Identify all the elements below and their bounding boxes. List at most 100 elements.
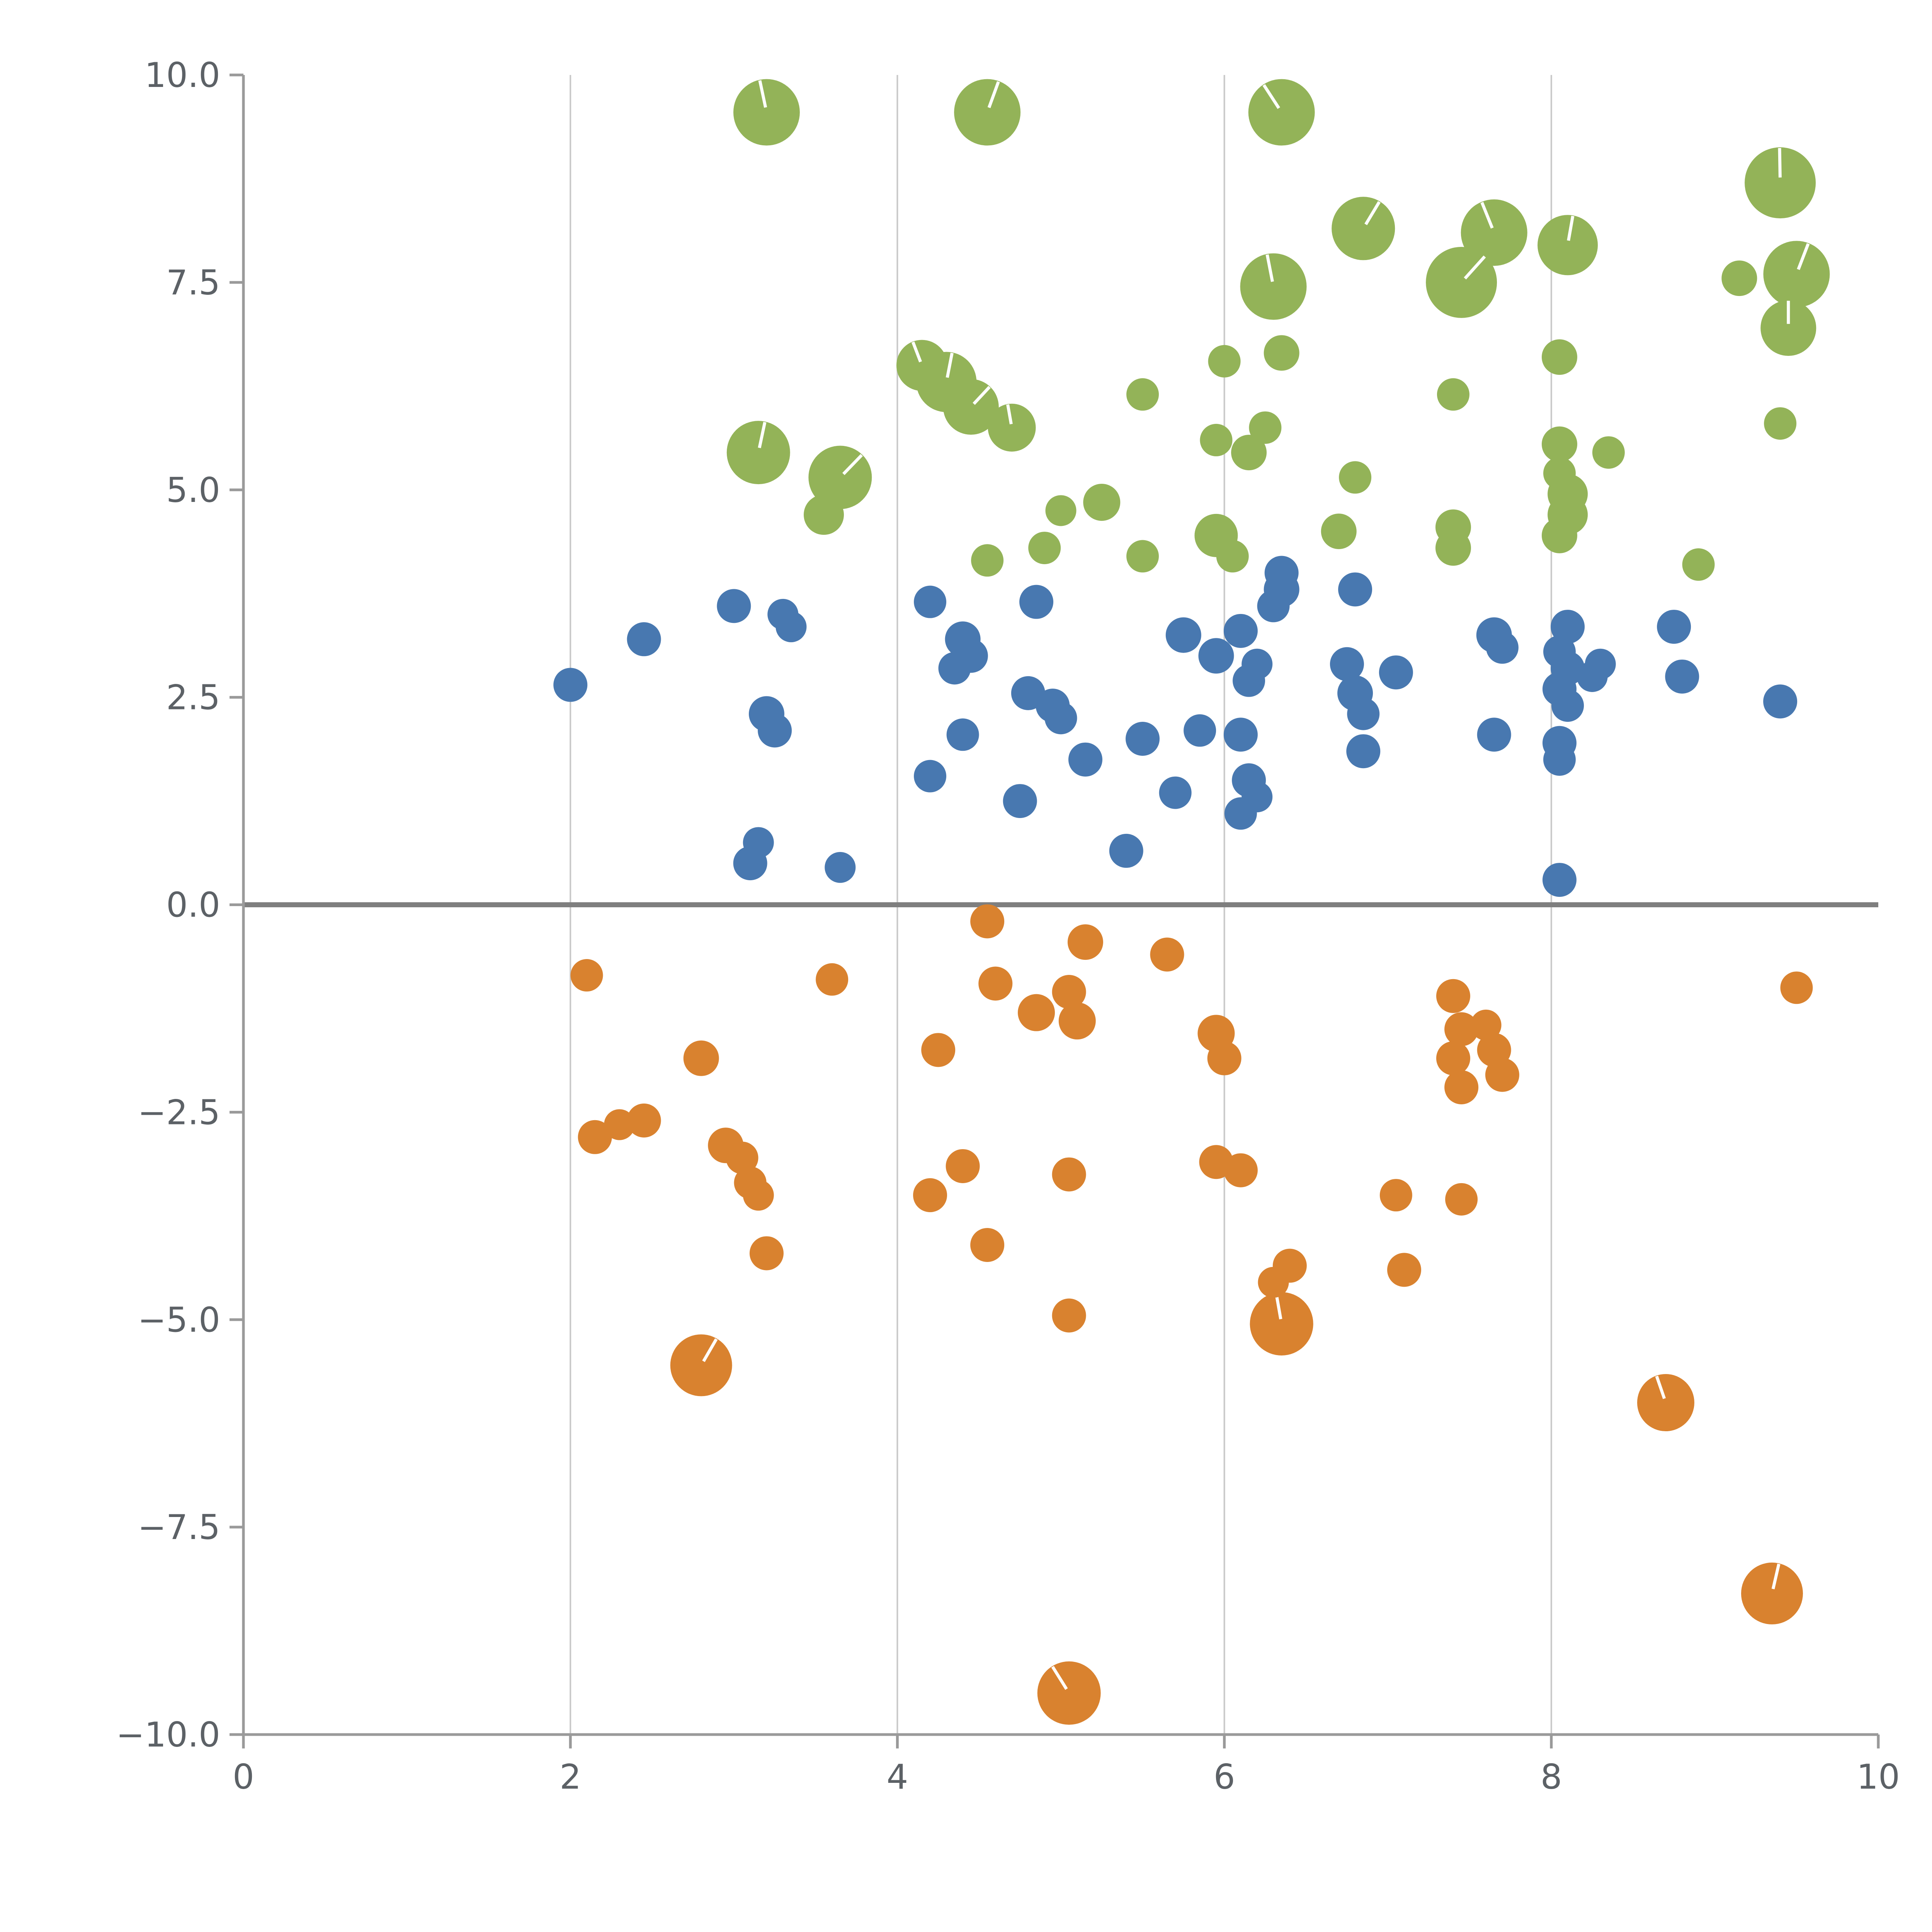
- data-point-blue: [1165, 617, 1201, 653]
- bubble-notch: [1655, 1376, 1666, 1399]
- data-point-orange: [1637, 1374, 1694, 1431]
- data-point-orange: [743, 1180, 774, 1211]
- data-point-orange: [1379, 1179, 1412, 1212]
- data-point-blue: [1551, 689, 1584, 722]
- data-point-orange: [970, 1228, 1005, 1262]
- data-point-blue: [1126, 722, 1160, 756]
- y-tick-label: −2.5: [138, 1092, 220, 1132]
- data-point-orange: [670, 1334, 732, 1396]
- data-point-blue: [1019, 585, 1054, 619]
- data-point-green: [1461, 199, 1527, 266]
- data-point-green: [1231, 435, 1267, 471]
- data-point-green: [1321, 514, 1357, 549]
- bubble-notch: [1364, 201, 1381, 225]
- data-point-blue: [1223, 718, 1258, 752]
- data-point-blue: [717, 589, 751, 623]
- data-point-blue: [553, 668, 588, 702]
- data-point-orange: [1387, 1253, 1422, 1287]
- data-point-orange: [1037, 1661, 1101, 1725]
- y-tick-label: 5.0: [166, 470, 220, 510]
- data-point-blue: [1477, 718, 1511, 752]
- data-point-green: [1437, 378, 1469, 411]
- data-point-orange: [1258, 1267, 1289, 1298]
- data-point-green: [1763, 241, 1830, 308]
- data-point-orange: [1052, 1298, 1086, 1333]
- data-point-blue: [1577, 661, 1608, 692]
- data-point-orange: [1067, 924, 1103, 960]
- y-tick-label: −10.0: [116, 1715, 220, 1755]
- data-point-blue: [1665, 659, 1699, 694]
- data-point-blue: [1223, 614, 1258, 648]
- bubble-notch: [702, 1338, 718, 1362]
- data-point-blue: [938, 652, 971, 685]
- data-point-orange: [1741, 1562, 1803, 1624]
- data-point-blue: [1763, 684, 1798, 719]
- data-point-green: [1216, 540, 1249, 573]
- data-point-blue: [733, 846, 767, 881]
- bubble-notch: [758, 422, 767, 448]
- data-point-orange: [1223, 1153, 1258, 1187]
- bubble-notch: [946, 352, 954, 378]
- data-point-green: [733, 79, 800, 146]
- data-point-green: [1249, 411, 1282, 444]
- x-tick-label: 6: [1214, 1757, 1235, 1797]
- bubble-notch: [1464, 255, 1486, 280]
- data-point-blue: [1159, 776, 1192, 809]
- data-point-orange: [1436, 979, 1470, 1013]
- data-point-green: [1028, 532, 1061, 565]
- data-point-orange: [970, 904, 1005, 939]
- y-tick-label: −5.0: [138, 1300, 220, 1340]
- data-point-orange: [627, 1103, 661, 1138]
- data-point-green: [1537, 215, 1598, 276]
- bubble-notch: [911, 341, 922, 362]
- data-point-blue: [758, 713, 792, 748]
- data-point-orange: [946, 1149, 980, 1183]
- data-point-green: [1200, 423, 1233, 456]
- data-point-orange: [913, 1178, 947, 1213]
- data-point-green: [1745, 147, 1816, 219]
- data-point-blue: [1109, 833, 1143, 868]
- bubble-notch: [1480, 202, 1494, 229]
- data-point-green: [1083, 483, 1121, 521]
- data-point-orange: [1052, 1157, 1086, 1192]
- data-point-blue: [914, 760, 947, 793]
- y-tick-label: 10.0: [145, 55, 220, 95]
- data-point-green: [1764, 407, 1797, 440]
- x-tick-label: 2: [560, 1757, 581, 1797]
- data-point-blue: [1257, 590, 1290, 622]
- data-point-blue: [1198, 638, 1234, 674]
- data-point-green: [1682, 548, 1715, 581]
- data-point-orange: [1444, 1012, 1479, 1046]
- data-point-green: [1541, 517, 1577, 553]
- data-point-blue: [946, 718, 979, 751]
- data-point-blue: [1068, 742, 1102, 777]
- data-point-orange: [1052, 975, 1086, 1009]
- data-point-orange: [1470, 1009, 1502, 1041]
- data-point-orange: [726, 1141, 759, 1174]
- bubble-notch: [1051, 1666, 1068, 1690]
- data-point-orange: [1444, 1070, 1479, 1104]
- y-tick-label: 0.0: [166, 885, 220, 925]
- data-point-blue: [914, 585, 947, 618]
- bubble-notch: [973, 386, 991, 405]
- data-point-blue: [1003, 784, 1037, 818]
- data-point-orange: [921, 1033, 956, 1067]
- data-point-blue: [1551, 610, 1585, 644]
- data-point-blue: [627, 622, 661, 656]
- data-point-orange: [816, 963, 849, 996]
- data-point-blue: [1486, 631, 1519, 664]
- x-tick-labels: 0 2 4 6 8 10: [233, 1735, 1900, 1797]
- data-point-green: [726, 421, 790, 485]
- data-point-orange: [1445, 1183, 1478, 1216]
- data-point-green: [1248, 79, 1315, 146]
- data-point-blue: [1657, 610, 1691, 644]
- bubble-notch: [987, 81, 1000, 108]
- data-point-green: [1264, 335, 1299, 371]
- data-point-blue: [1330, 647, 1364, 681]
- data-point-orange: [683, 1040, 719, 1076]
- data-point-green: [971, 544, 1004, 577]
- bubble-notch: [1567, 216, 1575, 241]
- data-point-orange: [1780, 971, 1813, 1004]
